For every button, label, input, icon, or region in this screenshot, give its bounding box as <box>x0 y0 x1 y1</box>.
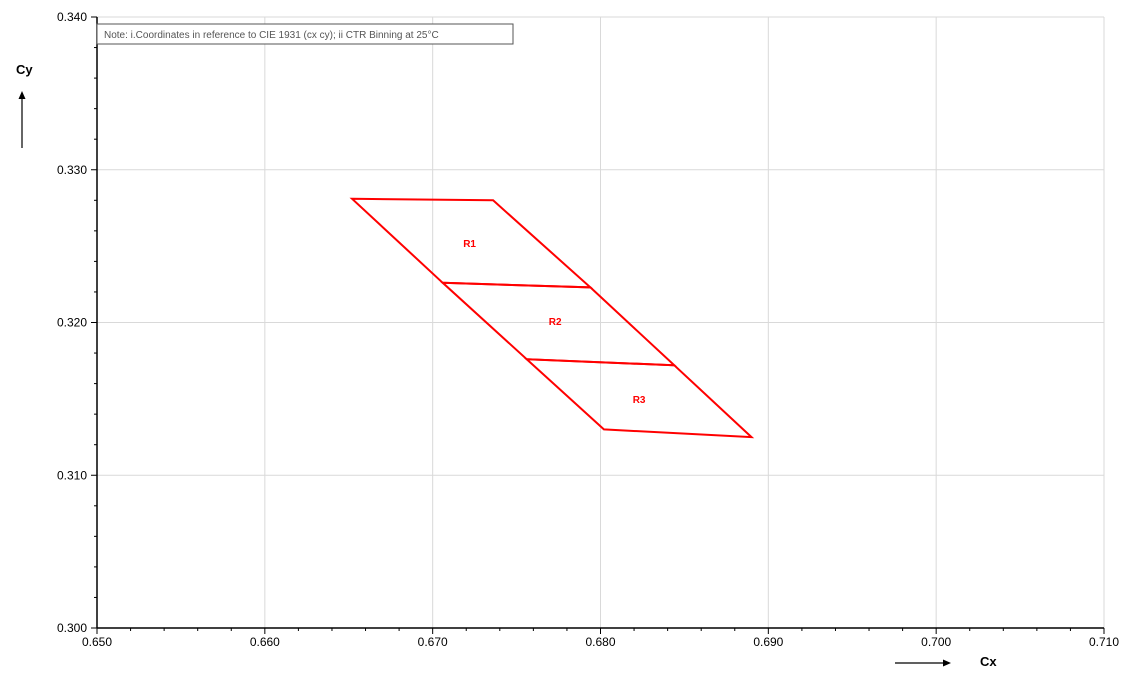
region-label-r2: R2 <box>549 317 562 328</box>
y-axis-label: Cy <box>16 62 33 77</box>
axes-layer <box>91 17 1104 634</box>
x-tick-label: 0.690 <box>753 635 783 649</box>
x-axis-arrowhead <box>943 660 951 667</box>
grid-layer <box>97 17 1104 628</box>
x-tick-label: 0.650 <box>82 635 112 649</box>
note-text: Note: i.Coordinates in reference to CIE … <box>104 30 439 41</box>
y-tick-label: 0.320 <box>57 316 87 330</box>
y-axis-arrowhead <box>19 91 26 99</box>
note-box: Note: i.Coordinates in reference to CIE … <box>97 24 513 44</box>
y-tick-label: 0.300 <box>57 621 87 635</box>
y-tick-label: 0.310 <box>57 468 87 482</box>
x-axis-label-group: Cx <box>895 654 997 668</box>
y-tick-label: 0.330 <box>57 163 87 177</box>
region-label-r1: R1 <box>463 239 476 250</box>
x-tick-label: 0.660 <box>250 635 280 649</box>
x-tick-label: 0.670 <box>418 635 448 649</box>
labels-layer: 0.650 0.660 0.670 0.680 0.690 0.700 0.710 0.300… <box>57 10 1119 649</box>
region-label-r3: R3 <box>633 395 646 406</box>
x-tick-label: 0.710 <box>1089 635 1119 649</box>
x-tick-label: 0.680 <box>585 635 615 649</box>
y-axis-label-group: Cy <box>16 62 33 148</box>
x-axis-label: Cx <box>980 654 997 668</box>
y-tick-label: 0.340 <box>57 10 87 24</box>
x-tick-label: 0.700 <box>921 635 951 649</box>
